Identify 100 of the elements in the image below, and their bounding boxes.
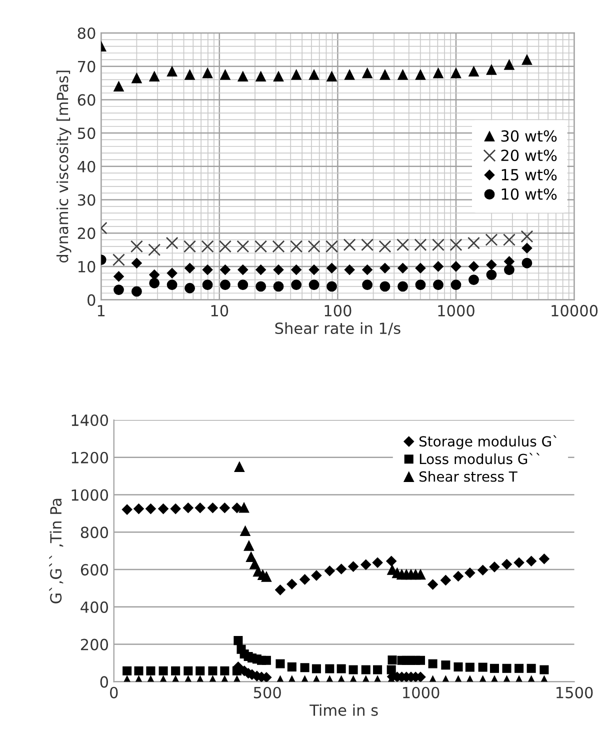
y-tick-label: 10 <box>78 260 96 272</box>
point <box>256 264 266 276</box>
legend-label: 10 wt% <box>502 188 557 200</box>
point <box>325 664 334 674</box>
point <box>220 666 230 676</box>
point <box>450 280 462 290</box>
point <box>238 71 248 82</box>
point <box>450 238 462 252</box>
point <box>336 664 346 674</box>
point <box>308 240 320 253</box>
point <box>131 258 142 268</box>
point <box>273 264 284 276</box>
y-tick-label: 200 <box>80 638 108 650</box>
point <box>344 264 355 276</box>
y-tick-label: 70 <box>78 60 96 72</box>
point <box>219 502 230 514</box>
y-tick-label: 400 <box>80 601 108 613</box>
point <box>489 562 500 572</box>
point <box>218 240 232 253</box>
point <box>372 557 383 568</box>
point <box>240 526 250 536</box>
point <box>343 238 356 252</box>
point <box>202 264 213 276</box>
point <box>261 571 272 582</box>
point <box>184 240 196 253</box>
x-tick-label: 1500 <box>556 686 593 698</box>
point <box>428 579 438 590</box>
point <box>486 64 497 75</box>
point <box>526 664 536 673</box>
point <box>504 264 514 275</box>
point <box>290 240 303 253</box>
point <box>207 502 218 514</box>
point <box>273 281 284 292</box>
point <box>166 66 178 77</box>
point <box>273 71 284 82</box>
point <box>362 280 373 290</box>
point <box>201 240 214 253</box>
point <box>386 556 397 566</box>
point <box>432 261 444 272</box>
point <box>485 234 498 246</box>
point <box>348 665 358 674</box>
point <box>166 280 178 290</box>
point <box>486 260 497 270</box>
point <box>182 502 194 514</box>
point <box>502 664 512 673</box>
point <box>453 571 464 582</box>
point <box>415 569 426 580</box>
point <box>396 238 410 252</box>
point <box>134 666 144 676</box>
point <box>291 264 302 276</box>
point <box>291 280 302 290</box>
point <box>450 68 462 78</box>
point <box>415 262 426 274</box>
point <box>158 504 169 514</box>
y-tick-label: 40 <box>78 160 96 172</box>
x-tick-label: 0 <box>110 686 118 698</box>
x-axis-title: Shear rate in 1/s <box>275 322 400 336</box>
point <box>220 280 230 290</box>
point <box>450 261 462 272</box>
point <box>196 666 205 676</box>
y-tick-label: 30 <box>78 194 96 206</box>
legend-label: 30 wt% <box>501 130 557 142</box>
y-tick-label: 1200 <box>72 452 108 464</box>
point <box>440 574 451 586</box>
y-axis-title: G`,G`` ,Tin Pa <box>49 498 64 604</box>
legend-label: 15 wt% <box>502 168 557 181</box>
point <box>326 262 338 274</box>
point <box>398 262 408 274</box>
point <box>336 564 347 574</box>
point <box>287 662 296 672</box>
point <box>344 69 355 80</box>
point <box>486 270 497 280</box>
point <box>540 665 549 674</box>
point <box>232 666 242 676</box>
point <box>504 59 514 70</box>
point <box>220 264 230 276</box>
point <box>272 240 285 253</box>
point <box>380 262 390 274</box>
x-axis-title: Time in s <box>310 704 378 716</box>
x-tick-label: 1000 <box>403 686 440 698</box>
point <box>244 540 254 551</box>
point <box>465 662 474 672</box>
legend-label: 20 wt% <box>501 150 557 162</box>
x-tick-label: 100 <box>324 304 352 316</box>
point <box>133 504 144 514</box>
y-tick-label: 50 <box>78 128 96 140</box>
point <box>148 244 161 256</box>
point <box>238 502 250 513</box>
point <box>184 262 196 274</box>
point <box>145 504 156 514</box>
y-tick-label: 1400 <box>72 414 108 426</box>
x-tick-label: 1 <box>98 305 105 316</box>
x-tick-label: 10000 <box>552 304 598 316</box>
point <box>373 665 382 674</box>
point <box>414 238 427 252</box>
point <box>428 659 438 668</box>
x-tick-label: 500 <box>254 686 281 698</box>
point <box>158 666 168 676</box>
point <box>520 230 534 243</box>
point <box>208 666 218 676</box>
